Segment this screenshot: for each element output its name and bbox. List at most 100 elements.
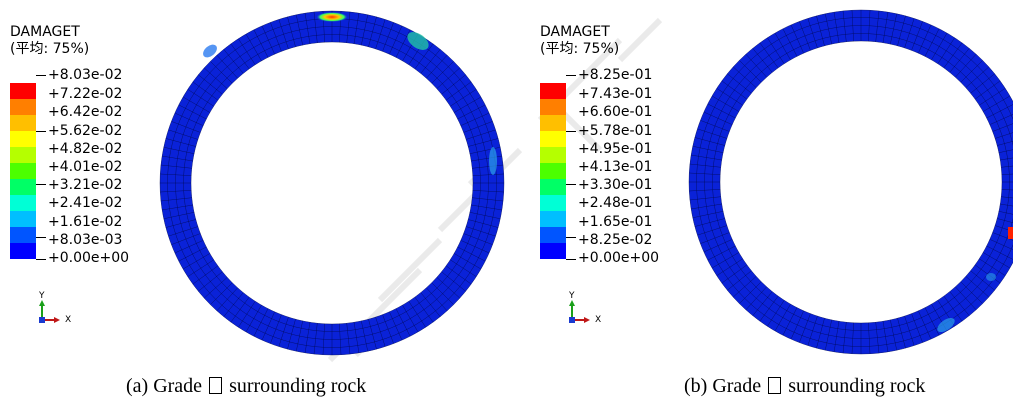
mesh-line	[204, 277, 228, 299]
damage-zone	[316, 12, 348, 22]
mesh-line	[875, 10, 880, 42]
mesh-line	[174, 112, 204, 126]
mesh-line	[982, 95, 1011, 112]
damage-zone	[407, 32, 429, 50]
mesh-line	[992, 232, 1013, 241]
axis-x-label: X	[595, 315, 602, 325]
mesh-line	[716, 258, 743, 276]
tick-mark	[566, 259, 576, 260]
mesh-line	[970, 73, 995, 94]
tick-mark	[36, 237, 46, 238]
mesh-line	[353, 13, 360, 44]
mesh-line	[238, 38, 256, 65]
mesh-line	[970, 270, 995, 291]
mesh-line	[924, 307, 940, 336]
mesh-line	[453, 96, 482, 113]
mesh-line	[204, 67, 228, 89]
mesh-line	[689, 172, 721, 175]
colorbar-band	[10, 131, 36, 147]
mesh-line	[168, 226, 198, 237]
mesh-line	[897, 15, 906, 46]
mesh-line	[353, 322, 360, 353]
colorbar-band	[540, 163, 566, 179]
mesh-line	[171, 121, 201, 133]
colorbar-band	[10, 211, 36, 227]
legend-subtitle: (平均: 75%)	[540, 41, 620, 57]
mesh-line	[178, 104, 207, 120]
mesh-line	[949, 48, 970, 73]
mesh-line	[924, 28, 940, 57]
mesh-line	[460, 112, 490, 126]
colorbar-band	[10, 147, 36, 163]
mesh-line	[160, 173, 192, 176]
damage-zone	[489, 147, 497, 175]
damage-zone	[203, 44, 217, 58]
mesh-line	[361, 320, 369, 352]
mesh-line	[382, 22, 394, 52]
mesh-line	[389, 311, 403, 341]
mesh-line	[697, 225, 727, 236]
mesh-line	[707, 245, 736, 261]
mesh-line	[238, 301, 256, 328]
caption-suffix: surrounding rock	[229, 375, 367, 397]
mesh-line	[890, 319, 898, 351]
mesh-line	[689, 196, 721, 201]
mesh-line	[187, 259, 214, 277]
colorbar-band	[10, 99, 36, 115]
mesh-line	[868, 10, 871, 42]
caption-prefix: (b) Grade	[684, 375, 762, 397]
colorbar-band	[540, 243, 566, 259]
colorbar-band	[10, 83, 36, 99]
tick-mark	[36, 184, 46, 185]
mesh-line	[989, 239, 1013, 250]
mesh-line	[960, 60, 983, 83]
mesh-line	[408, 301, 426, 328]
mesh-line	[703, 111, 733, 125]
tick-label: +4.01e-02	[48, 159, 123, 175]
mesh-line	[716, 88, 743, 106]
mesh-line	[997, 218, 1013, 223]
mesh-line	[441, 271, 466, 292]
axis-x-label: X	[65, 315, 72, 325]
mesh-line	[426, 287, 448, 311]
mesh-line	[1001, 165, 1013, 168]
mesh-line	[466, 129, 496, 140]
mesh-line	[943, 42, 963, 69]
tick-label: +8.25e-01	[578, 67, 653, 83]
mesh-line	[890, 13, 898, 45]
mesh-line	[882, 321, 889, 352]
panel-b: DAMAGET (平均: 75%) +8.25e-01 +7.43e-01 +6…	[530, 0, 1013, 410]
colorbar-band	[10, 163, 36, 179]
mesh-line	[431, 282, 454, 305]
mesh-line	[998, 149, 1013, 153]
tick-label: +8.03e-03	[48, 232, 123, 248]
mesh-line	[436, 277, 460, 299]
axis-triad	[39, 300, 60, 323]
mesh-line	[414, 43, 434, 70]
legend-title: DAMAGET	[10, 24, 80, 40]
colorbar-band	[540, 147, 566, 163]
axis-triad	[569, 300, 590, 323]
mesh-line	[445, 81, 472, 101]
mesh-line	[807, 316, 818, 346]
missing-glyph-box	[209, 377, 223, 394]
mesh-line	[426, 55, 448, 79]
mesh-line	[998, 211, 1013, 215]
caption-suffix: surrounding rock	[788, 375, 926, 397]
mesh-line	[986, 104, 1013, 119]
mesh-line	[466, 226, 496, 237]
mesh-line	[313, 11, 318, 43]
mesh-line	[445, 265, 472, 285]
mesh-line	[911, 313, 923, 343]
mesh-line	[692, 211, 724, 219]
mesh-line	[453, 253, 482, 270]
mesh-line	[842, 10, 847, 42]
tick-label: +3.30e-01	[578, 177, 653, 193]
mesh-line	[165, 138, 196, 147]
damage-zone	[937, 317, 955, 333]
mesh-line	[457, 104, 486, 120]
mesh-line	[304, 13, 311, 44]
panel-a: DAMAGET (平均: 75%) +8.03e-02 +7.22e-02 +6…	[0, 0, 506, 410]
mesh-line	[368, 319, 377, 350]
mesh-line	[162, 155, 193, 162]
